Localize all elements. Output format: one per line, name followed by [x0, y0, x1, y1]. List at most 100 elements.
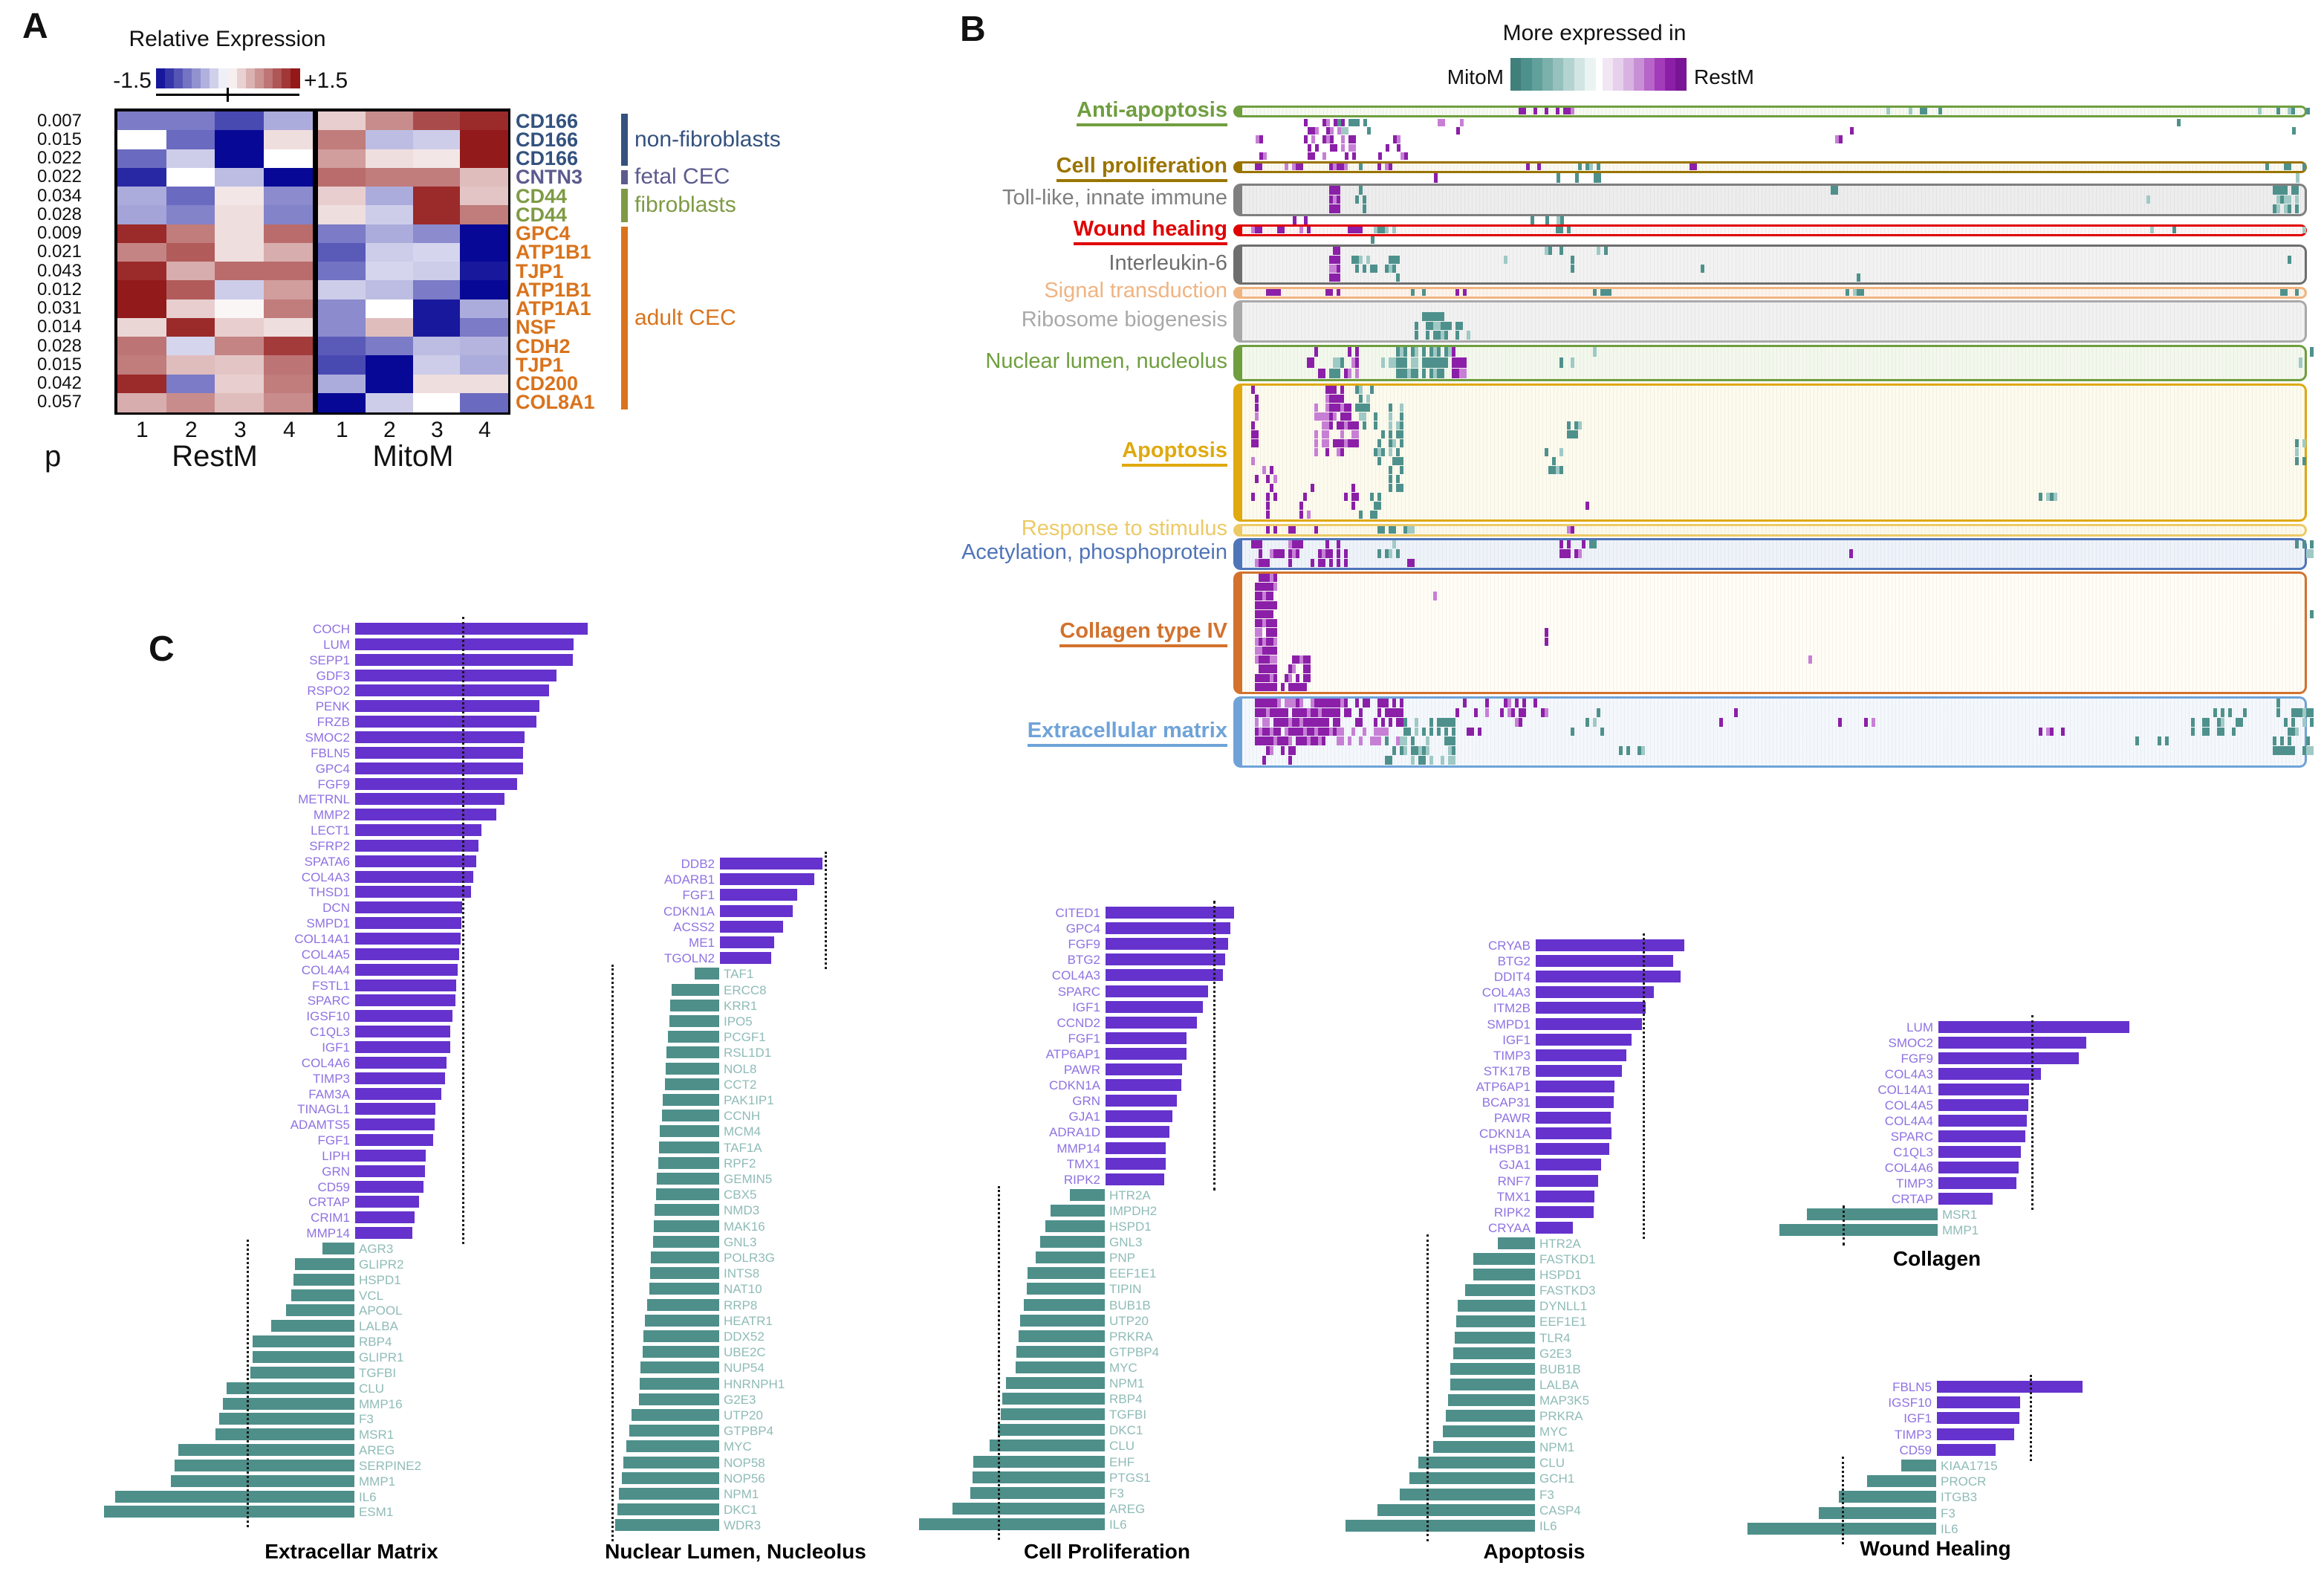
bar-gene-label: NOL8	[724, 1061, 757, 1076]
b-heatmap-cell	[1437, 717, 1441, 727]
b-heatmap-cell	[1355, 265, 1359, 273]
b-heatmap-cell	[1834, 186, 1838, 195]
b-heatmap-cell	[1363, 195, 1366, 204]
bar-gene-label: IGF1	[1903, 1411, 1932, 1426]
b-heatmap-cell	[1938, 108, 1942, 114]
b-heatmap-cell	[1619, 746, 1623, 756]
b-heatmap-cell	[1337, 289, 1340, 296]
b-heatmap-cell	[1255, 227, 1259, 233]
b-heatmap-cell	[1337, 707, 1340, 717]
b-heatmap-cell	[1389, 756, 1392, 765]
bar-gene-label: PRKRA	[1539, 1409, 1583, 1423]
b-heatmap-cell	[1389, 717, 1392, 727]
b-heatmap-cell	[1429, 756, 1433, 765]
b-heatmap-cell	[1299, 736, 1303, 746]
b-heatmap-cell	[1325, 386, 1329, 394]
b-heatmap-cell	[1285, 673, 1288, 682]
heatmap-cell	[263, 111, 313, 132]
b-heatmap-cell	[1556, 108, 1559, 114]
bar	[355, 1010, 452, 1023]
colorbar-segment	[210, 68, 219, 88]
b-category-box	[1233, 287, 2307, 299]
b-heatmap-cell	[1377, 727, 1381, 736]
b-heatmap-cell	[1389, 549, 1392, 558]
b-heatmap-cell	[2302, 439, 2306, 447]
bar	[355, 917, 461, 930]
b-heatmap-cell	[1266, 558, 1270, 567]
bar	[1346, 1519, 1535, 1532]
heatmap-cell	[117, 224, 167, 244]
b-heatmap-cell	[1734, 707, 1738, 717]
bar-gene-label: KRR1	[724, 998, 758, 1013]
b-heatmap-cell	[1303, 717, 1307, 727]
b-heatmap-cell	[1281, 717, 1285, 727]
bar-gene-label: INTS8	[724, 1266, 760, 1281]
bar-gene-label: ITM2B	[1493, 1001, 1531, 1016]
bar-gene-label: APOOL	[359, 1304, 403, 1318]
b-heatmap-cell	[1259, 673, 1262, 682]
b-heatmap-cell	[1374, 421, 1377, 430]
bar-gene-label: BTG2	[1497, 954, 1531, 969]
b-heatmap-cell	[1400, 439, 1403, 447]
heatmap-cell	[412, 374, 461, 394]
b-heatmap-cell	[1838, 717, 1842, 727]
bar	[1016, 1361, 1105, 1373]
heatmap-cell	[318, 392, 366, 412]
b-heatmap-cell	[2295, 204, 2299, 213]
b-heatmap-cell	[1251, 439, 1255, 447]
bar-gene-label: PENK	[315, 699, 350, 714]
bar	[656, 1188, 719, 1201]
bar	[215, 1428, 354, 1441]
group-indicator-bar	[621, 169, 628, 184]
b-heatmap-cell	[2280, 186, 2284, 195]
bar	[1400, 1488, 1535, 1500]
bar-gene-label: COL4A4	[1884, 1114, 1933, 1128]
b-heatmap-cell	[1344, 439, 1348, 447]
bar	[355, 1056, 447, 1069]
b-heatmap-cell	[1259, 727, 1262, 736]
b-heatmap-cell	[1262, 717, 1266, 727]
b-heatmap-cell	[1296, 736, 1299, 746]
b-category-label: Cell proliferation	[707, 154, 1227, 182]
b-heatmap-cell	[1270, 637, 1273, 646]
bar-gene-label: F3	[359, 1412, 374, 1427]
bar	[1536, 1017, 1642, 1030]
bar	[355, 669, 556, 681]
b-category-label-text: Extracellular matrix	[1027, 719, 1227, 747]
legend-gradient-segment	[1553, 58, 1564, 91]
b-category-label: Ribosome biogenesis	[707, 308, 1227, 332]
b-heatmap-cell	[1351, 430, 1355, 438]
b-heatmap-cell	[1340, 699, 1344, 707]
b-heatmap-cell	[1318, 699, 1322, 707]
bar	[1536, 1174, 1598, 1187]
b-heatmap-cell	[1337, 357, 1340, 368]
a-gene-label: NSF	[516, 316, 556, 339]
b-heatmap-cell	[1277, 727, 1281, 736]
b-heatmap-cell	[2306, 707, 2310, 717]
b-heatmap-cell	[1259, 549, 1262, 558]
bar	[355, 1103, 435, 1115]
b-heatmap-cell	[1531, 216, 1534, 224]
b-heatmap-cell	[1266, 628, 1270, 637]
b-heatmap-cell	[2276, 746, 2280, 756]
b-category-label-text: Collagen type IV	[1059, 619, 1227, 647]
b-heatmap-cell	[1860, 289, 1864, 296]
b-heatmap-cell	[1396, 707, 1400, 717]
bar-gene-label: ERCC8	[724, 982, 767, 997]
b-heatmap-cell	[1701, 265, 1704, 273]
purple-threshold-line	[1213, 901, 1215, 1191]
b-heatmap-cell	[1403, 717, 1407, 727]
b-heatmap-cell	[1251, 386, 1255, 394]
bar-gene-label: COL4A5	[1884, 1098, 1933, 1113]
bar-gene-label: G2E3	[1539, 1346, 1572, 1361]
b-heatmap-cell	[1270, 727, 1273, 736]
bar	[355, 1180, 423, 1193]
bar	[919, 1518, 1105, 1530]
heatmap-cell	[318, 224, 366, 244]
bar-gene-label: COL4A3	[1481, 985, 1531, 1000]
b-heatmap-cell	[1329, 727, 1333, 736]
b-heatmap-cell	[1853, 289, 1857, 296]
b-heatmap-cell	[1266, 600, 1270, 609]
b-heatmap-cell	[1340, 439, 1344, 447]
b-heatmap-cell	[1299, 511, 1303, 519]
